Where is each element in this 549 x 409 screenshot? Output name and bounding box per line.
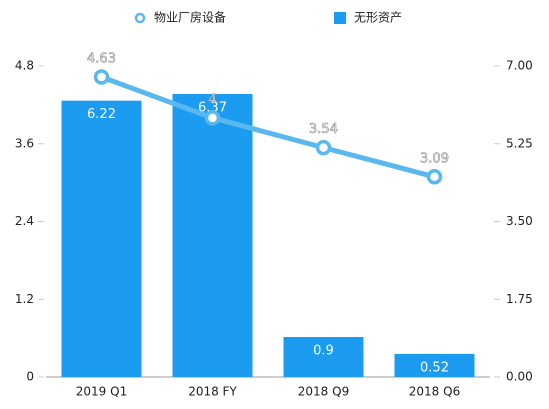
y2-tick-label: 5.25 [506,136,533,150]
line [100,74,436,180]
line-point [204,110,221,126]
bar-value-label: 6.37 [198,100,227,115]
bar-value-label: 0.9 [313,344,334,359]
y2-tick-label: 0.00 [506,370,533,384]
bar [283,337,364,377]
y-tick-label: 1.2 [15,292,34,306]
line-value-label: 4 [208,92,216,107]
legend-label: 物业厂房设备 [154,10,226,25]
bar [172,93,253,378]
y2-tick-label: 1.75 [506,292,533,306]
line-value-label: 4.63 [87,52,116,67]
x-tick-label: 2019 Q1 [76,385,127,399]
line-point [426,169,443,185]
line-value-label: 3.54 [309,122,338,137]
legend-label: 无形资产 [354,11,402,25]
line-point [93,69,110,85]
y2-tick-label: 3.50 [506,214,533,228]
bar [61,100,142,377]
x-tick-label: 2018 Q6 [409,385,460,399]
legend-marker [334,12,346,24]
x-tick-label: 2018 Q9 [298,385,349,399]
x-tick-label: 2018 FY [188,385,237,399]
line-point [315,139,332,156]
bar-value-label: 0.52 [420,360,449,375]
bar-value-label: 6.22 [87,107,116,122]
y2-tick-label: 7.00 [506,59,533,73]
y-tick-label: 2.4 [15,214,34,228]
legend-marker [134,12,146,24]
y-tick-label: 4.8 [15,59,34,73]
y-tick-label: 0 [26,370,34,384]
y-tick-label: 3.6 [15,136,34,150]
bar [394,353,475,377]
line-value-label: 3.09 [420,151,449,166]
